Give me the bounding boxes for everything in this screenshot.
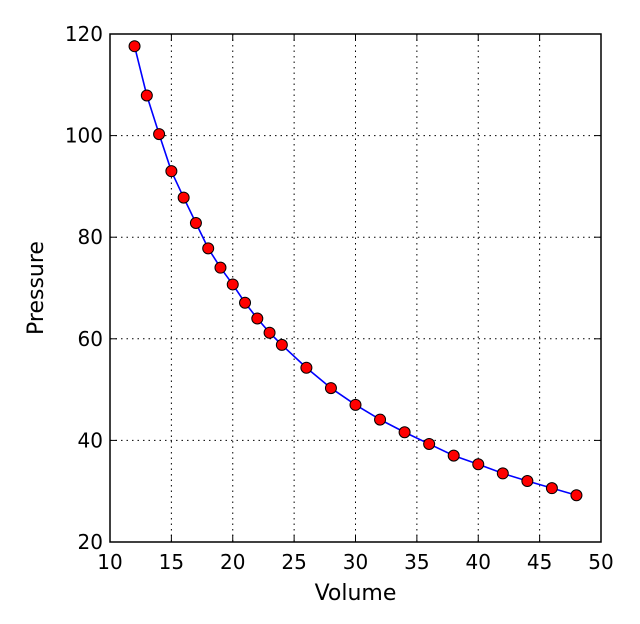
x-tick-label: 45 (527, 550, 552, 574)
series-layer (128, 40, 583, 502)
x-tick-label: 40 (466, 550, 491, 574)
x-tick-label: 35 (404, 550, 429, 574)
data-point (263, 326, 276, 339)
data-point (275, 338, 288, 351)
data-point (374, 413, 387, 426)
data-point (189, 216, 202, 229)
x-tick-label: 50 (588, 550, 613, 574)
data-point (423, 437, 436, 450)
data-point (226, 278, 239, 291)
data-point (128, 40, 141, 53)
y-tick-label: 80 (78, 225, 103, 249)
data-point (398, 426, 411, 439)
data-point (349, 398, 362, 411)
data-point (521, 475, 534, 488)
y-tick-label: 60 (78, 327, 103, 351)
data-point (447, 449, 460, 462)
ticks: 10 15 20 25 30 35 40 45 50 20 40 60 80 100 120 (65, 22, 614, 574)
x-tick-label: 25 (281, 550, 306, 574)
y-tick-label: 100 (65, 124, 103, 148)
x-axis-label: Volume (315, 581, 397, 606)
data-point (570, 489, 583, 502)
data-point (545, 482, 558, 495)
data-point (239, 296, 252, 309)
x-tick-label: 30 (343, 550, 368, 574)
x-tick-label: 10 (97, 550, 122, 574)
x-tick-label: 15 (159, 550, 184, 574)
data-point (165, 165, 178, 178)
y-axis-label: Pressure (24, 241, 49, 335)
data-point (140, 89, 153, 102)
data-point (214, 261, 227, 274)
data-point (251, 312, 264, 325)
data-point (324, 382, 337, 395)
y-tick-label: 120 (65, 22, 103, 46)
data-point (177, 191, 190, 204)
grid (110, 34, 601, 542)
data-point (202, 242, 215, 255)
data-point (300, 361, 313, 374)
data-point (496, 467, 509, 480)
y-tick-label: 20 (78, 530, 103, 554)
data-point (153, 128, 166, 141)
y-tick-label: 40 (78, 428, 103, 452)
x-tick-label: 20 (220, 550, 245, 574)
data-point (472, 458, 485, 471)
